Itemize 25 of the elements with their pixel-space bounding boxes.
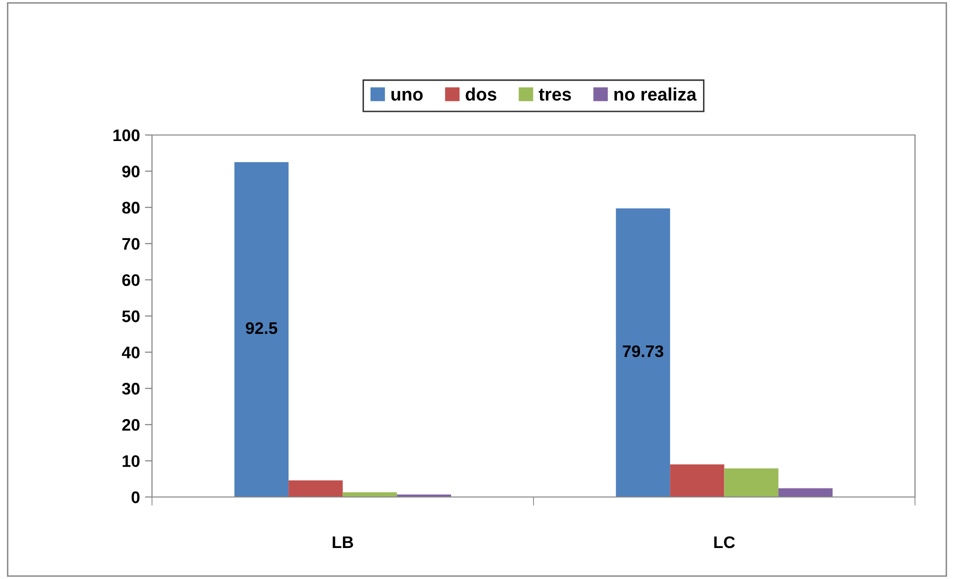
legend-label: dos [466, 87, 496, 101]
legend-label: no realiza [614, 87, 697, 101]
bar [616, 208, 670, 497]
y-tick-label: 80 [122, 202, 140, 214]
data-label: 79.73 [622, 345, 664, 358]
data-label: 92.5 [246, 322, 278, 334]
bar [288, 480, 343, 497]
y-tick-label: 40 [122, 346, 140, 358]
legend-label: uno [391, 90, 423, 101]
y-tick-label: 90 [122, 166, 140, 178]
y-tick-label: 0 [132, 491, 140, 504]
y-tick-label: 60 [122, 274, 140, 286]
y-tick-label: 70 [122, 238, 140, 250]
y-tick-label: 100 [113, 129, 140, 142]
bar [234, 162, 289, 497]
bar [670, 464, 724, 497]
bar [724, 468, 778, 497]
x-tick-label: LB [332, 536, 354, 548]
x-tick-label: LC [714, 536, 735, 548]
y-tick-label: 50 [122, 310, 140, 322]
bar [778, 488, 833, 497]
legend-label: tres [538, 88, 571, 101]
y-tick-label: 20 [122, 419, 140, 431]
y-tick-label: 10 [122, 455, 140, 468]
y-tick-label: 30 [122, 382, 140, 395]
